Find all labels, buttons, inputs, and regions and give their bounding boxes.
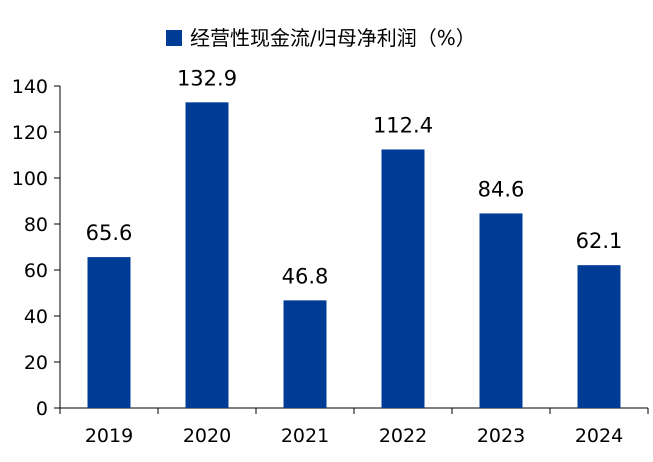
x-tick-label: 2024: [575, 425, 623, 447]
y-tick-label: 140: [12, 76, 48, 98]
y-tick-label: 80: [24, 214, 48, 236]
x-tick-label: 2019: [85, 425, 133, 447]
bar-2023: [479, 213, 523, 408]
data-labels: 65.6 132.9 46.8 112.4 84.6 62.1: [86, 66, 623, 288]
x-tick-label: 2022: [379, 425, 427, 447]
legend-swatch: [166, 30, 182, 46]
x-tick-label: 2021: [281, 425, 329, 447]
y-tick-label: 40: [24, 306, 48, 328]
data-label-2024: 62.1: [576, 229, 623, 253]
bar-2024: [577, 265, 621, 408]
y-tick-label: 100: [12, 168, 48, 190]
data-label-2021: 46.8: [282, 264, 329, 288]
data-label-2019: 65.6: [86, 221, 133, 245]
legend-label: 经营性现金流/归母净利润（%）: [190, 26, 476, 50]
y-tick-label: 60: [24, 260, 48, 282]
bar-2022: [381, 149, 425, 409]
y-tick-label: 120: [12, 122, 48, 144]
bar-2019: [87, 257, 131, 408]
y-axis: 0 20 40 60 80 100 120 140: [12, 76, 61, 420]
bars: [87, 102, 621, 409]
x-tick-label: 2020: [183, 425, 231, 447]
x-axis: 2019 2020 2021 2022 2023 2024: [59, 407, 649, 447]
data-label-2022: 112.4: [373, 113, 433, 137]
bar-2020: [185, 102, 229, 408]
data-label-2020: 132.9: [177, 66, 237, 90]
legend: 经营性现金流/归母净利润（%）: [166, 26, 476, 50]
bar-2021: [283, 300, 327, 408]
y-tick-label: 20: [24, 352, 48, 374]
y-tick-label: 0: [36, 398, 48, 420]
data-label-2023: 84.6: [478, 177, 525, 201]
x-tick-label: 2023: [477, 425, 525, 447]
